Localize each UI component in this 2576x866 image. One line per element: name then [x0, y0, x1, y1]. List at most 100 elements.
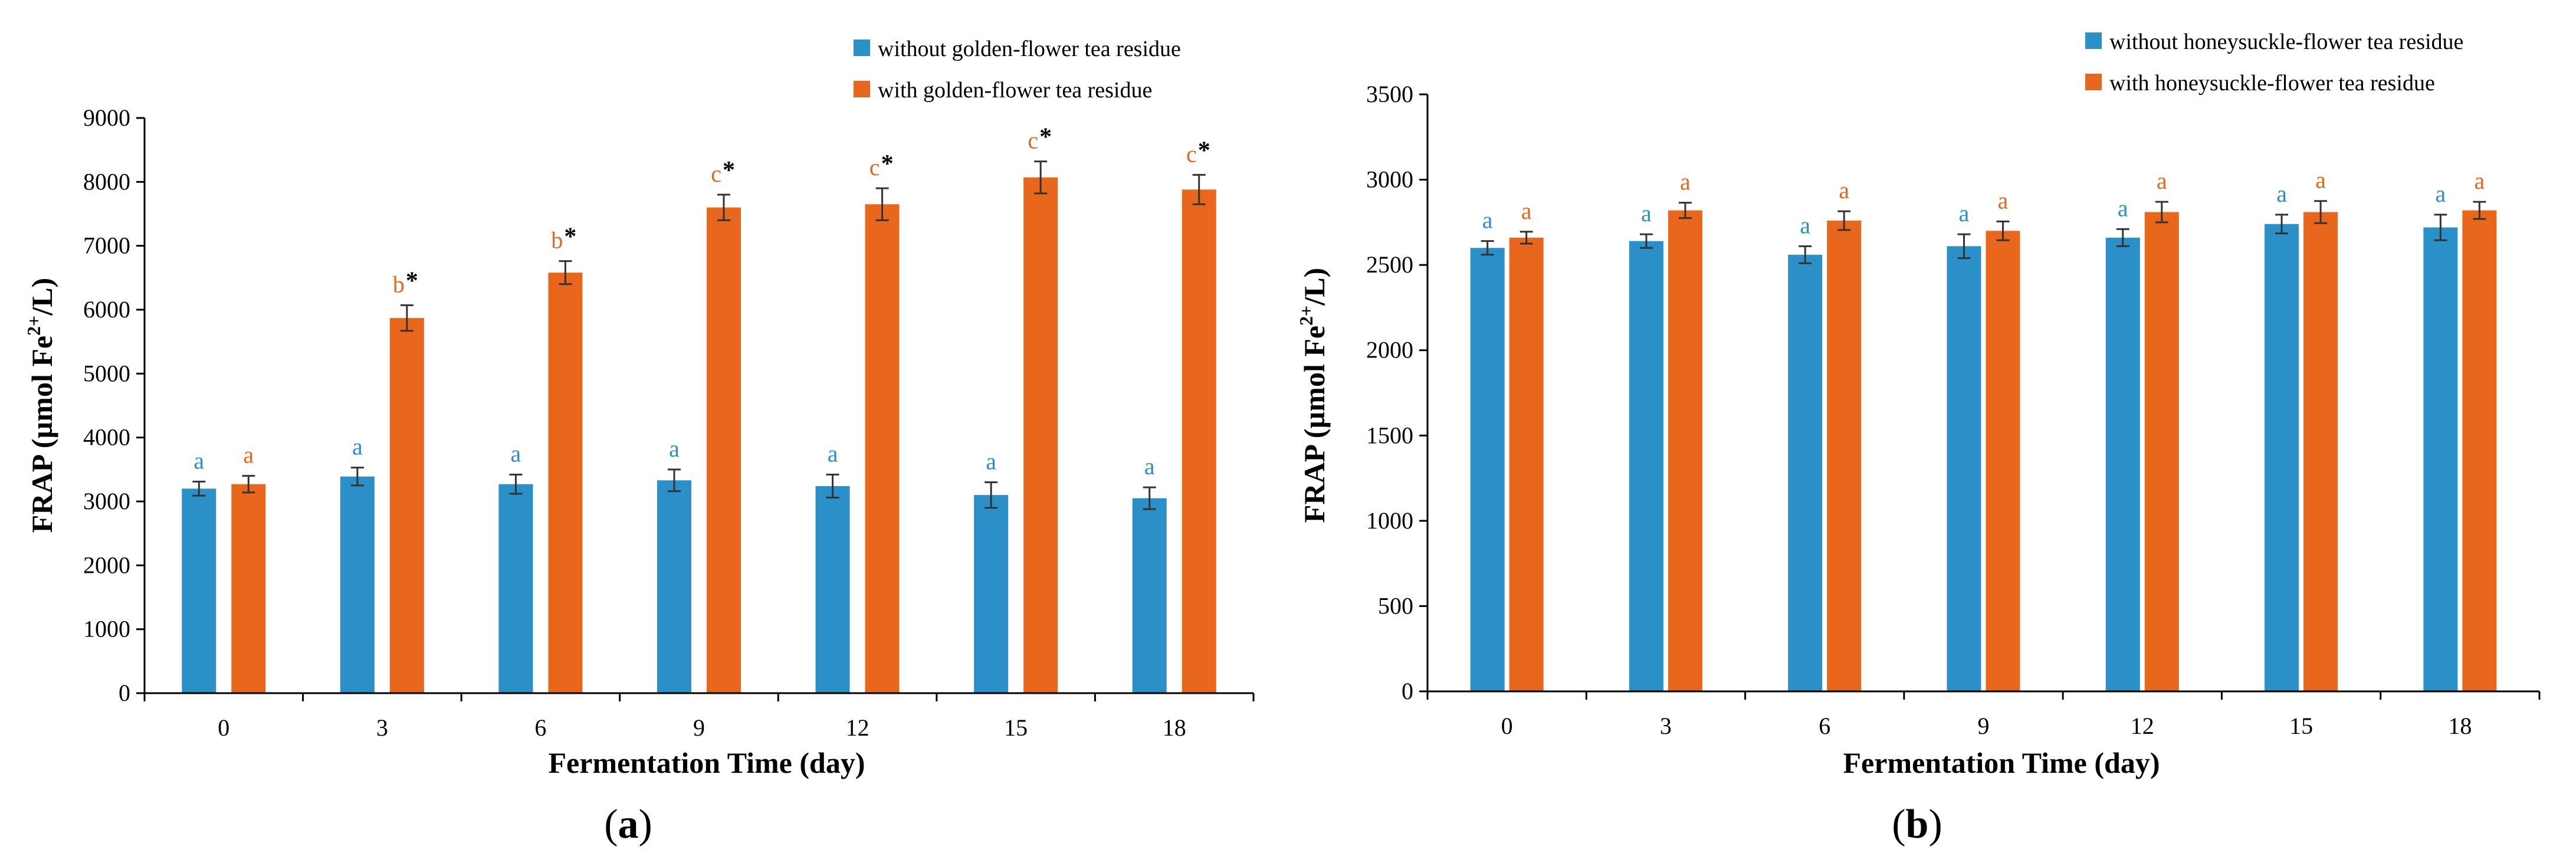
- panel-b-y-axis-title: FRAP (µmol Fe2+/L): [1295, 268, 1331, 523]
- panel-b-x-tick-label: 18: [2448, 713, 2472, 739]
- panel-b-significance-letter: a: [1998, 187, 2009, 214]
- panel-a-bar-without-day-6: [498, 484, 533, 693]
- panel-a-significance-letter: c: [1028, 127, 1038, 154]
- panel-a-significance-letter: a: [193, 447, 204, 474]
- panel-b-significance-letter: a: [1680, 169, 1691, 195]
- panel-b-y-tick-label: 3500: [1366, 81, 1413, 107]
- panel-a-y-tick-label: 8000: [83, 168, 130, 195]
- legend-label-without: without golden-flower tea residue: [878, 37, 1181, 61]
- panel-b-bar-without-day-18: [2423, 227, 2458, 691]
- panel-b-significance-letter: a: [1521, 198, 1532, 224]
- legend-label-with: with honeysuckle-flower tea residue: [2109, 71, 2435, 96]
- panel-a-significance-letter: a: [243, 442, 254, 468]
- panel-a-x-axis-title: Fermentation Time (day): [549, 746, 865, 779]
- panel-a-significance-letter: a: [669, 435, 680, 462]
- panel-a-y-tick-label: 7000: [83, 232, 130, 259]
- legend-label-without: without honeysuckle-flower tea residue: [2109, 29, 2463, 54]
- panel-a-y-tick-label: 5000: [83, 360, 130, 386]
- panel-a-bar-without-day-3: [340, 476, 375, 693]
- panel-a-bar-with-day-6: [548, 273, 583, 694]
- panel-a-significance-letter: c: [711, 160, 721, 187]
- panel-a-label: (a): [604, 802, 652, 847]
- panel-a-bar-without-day-15: [974, 495, 1009, 693]
- panel-b-bar-with-day-12: [2144, 212, 2179, 692]
- panel-b-bar-without-day-6: [1788, 254, 1823, 691]
- panel-b-x-axis-title: Fermentation Time (day): [1843, 746, 2160, 779]
- panel-a-x-tick-label: 3: [376, 714, 388, 741]
- panel-b-x-tick-label: 12: [2131, 713, 2154, 739]
- panel-b-significance-letter: a: [2474, 168, 2485, 194]
- panel-b-legend: without honeysuckle-flower tea residue w…: [2085, 29, 2463, 96]
- panel-a-significance-letter: a: [1144, 453, 1155, 480]
- panel-a-significance-star: *: [564, 224, 576, 251]
- panel-b-significance-letter: a: [1839, 177, 1849, 204]
- panel-a-chart: 0 1000 2000 3000 4000 5000 6000 7000 8000 9000 0 3…: [23, 37, 1255, 847]
- panel-a-bar-without-day-12: [815, 486, 850, 693]
- panel-b-bar-with-day-15: [2303, 212, 2338, 692]
- panel-b-y-tick-label: 2500: [1366, 251, 1413, 278]
- panel-b-x-tick-label: 6: [1819, 713, 1830, 739]
- panel-a-significance-star: *: [1039, 124, 1052, 151]
- panel-a-significance-letter: c: [869, 154, 880, 181]
- panel-b-significance-letter: a: [2315, 167, 2326, 193]
- panel-b-label: (b): [1892, 802, 1942, 847]
- panel-a-bar-with-day-3: [389, 318, 424, 693]
- legend-label-with: with golden-flower tea residue: [878, 78, 1152, 103]
- panel-b-significance-letter: a: [1959, 200, 1970, 227]
- panel-b-bar-with-day-18: [2462, 210, 2497, 691]
- panel-b-bar-with-day-6: [1827, 220, 1862, 692]
- panel-b-x-tick-label: 0: [1501, 713, 1513, 739]
- panel-a-y-tick-label: 2000: [83, 552, 130, 578]
- panel-b-bar-without-day-12: [2105, 237, 2140, 691]
- panel-a-bar-with-day-18: [1182, 189, 1216, 693]
- panel-b-x-tick-label: 9: [1978, 713, 1990, 739]
- panel-a-x-tick-label: 12: [846, 714, 869, 741]
- panel-a-legend: without golden-flower tea residue with g…: [854, 37, 1181, 103]
- panel-b-y-tick-label: 1000: [1366, 507, 1413, 534]
- panel-a-significance-star: *: [406, 267, 418, 294]
- panel-b-significance-letter: a: [1641, 200, 1652, 227]
- panel-b-y-tick-label: 500: [1378, 592, 1413, 619]
- legend-swatch-with: [2085, 74, 2102, 90]
- panel-b-y-tick-label: 1500: [1366, 422, 1413, 448]
- panel-a-bar-without-day-0: [182, 488, 216, 693]
- panel-b-x-tick-label: 15: [2289, 713, 2313, 739]
- panel-a-bar-with-day-9: [707, 207, 741, 694]
- panel-b-y-tick-label: 0: [1402, 678, 1413, 704]
- panel-a-significance-letter: a: [511, 441, 521, 467]
- panel-a-significance-letter: c: [1186, 140, 1197, 167]
- legend-swatch-without: [2085, 32, 2102, 49]
- panel-b-bar-with-day-0: [1509, 237, 1544, 691]
- panel-a-y-axis-title: FRAP (µmol Fe2+/L): [23, 278, 58, 533]
- panel-a-x-tick-label: 15: [1004, 714, 1028, 741]
- panel-a-significance-letter: a: [828, 441, 838, 467]
- panel-b-significance-letter: a: [2118, 195, 2128, 221]
- panel-a-y-tick-label: 3000: [83, 488, 130, 514]
- panel-a-bar-with-day-0: [231, 484, 266, 693]
- panel-b-bar-without-day-3: [1629, 241, 1663, 692]
- panel-a-bar-without-day-9: [657, 480, 691, 693]
- panel-a-x-tick-label: 18: [1163, 714, 1186, 741]
- legend-swatch-without: [854, 40, 870, 56]
- panel-b-y-tick-label: 2000: [1366, 337, 1413, 363]
- panel-b-significance-letter: a: [2435, 181, 2446, 207]
- panel-b-bar-without-day-15: [2265, 224, 2299, 692]
- panel-a-bar-with-day-15: [1023, 177, 1058, 693]
- panel-a-x-tick-label: 0: [218, 714, 229, 741]
- panel-a-bar-without-day-18: [1132, 498, 1167, 693]
- panel-a-y-tick-label: 6000: [83, 296, 130, 323]
- panel-a-y-tick-label: 4000: [83, 424, 130, 451]
- panel-a-significance-letter: b: [551, 227, 563, 254]
- panel-b-significance-letter: a: [1482, 207, 1493, 234]
- panel-a-y-tick-label: 0: [119, 680, 130, 706]
- panel-b-bar-without-day-9: [1947, 246, 1981, 691]
- panel-b-bar-with-day-9: [1986, 231, 2020, 691]
- panel-a-bar-with-day-12: [865, 204, 900, 693]
- panel-b-x-tick-label: 3: [1660, 713, 1672, 739]
- panel-b-bar-with-day-3: [1668, 210, 1702, 691]
- legend-swatch-with: [854, 81, 870, 97]
- panel-a-significance-star: *: [1198, 137, 1210, 164]
- panel-a-x-tick-label: 6: [534, 714, 546, 741]
- panel-b-significance-letter: a: [1800, 212, 1810, 238]
